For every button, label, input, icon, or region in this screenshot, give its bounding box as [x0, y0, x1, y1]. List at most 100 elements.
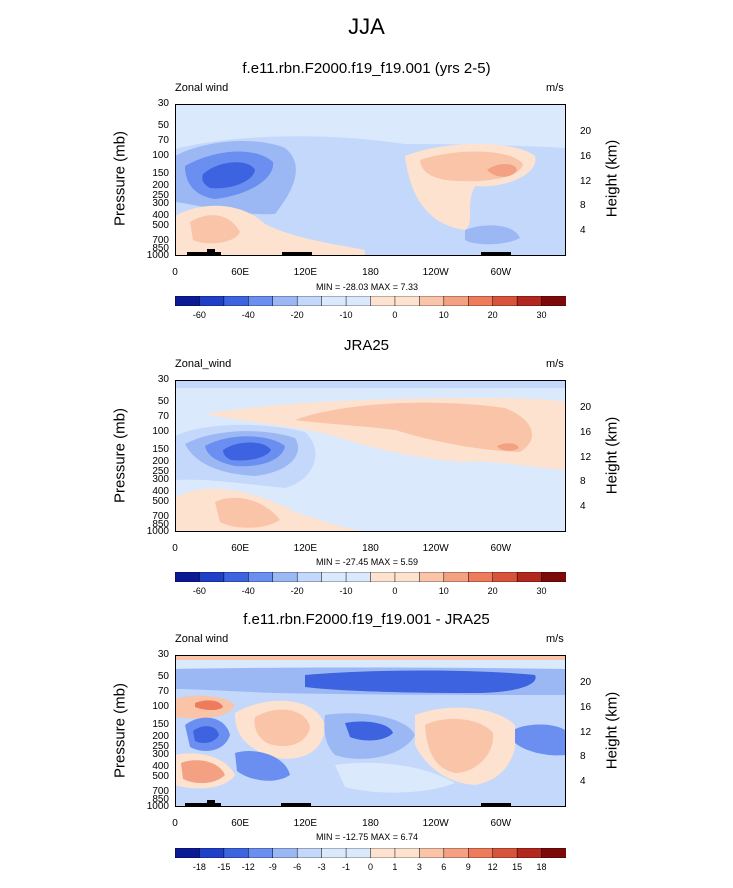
panel-3-xtick-label: 120E — [293, 818, 317, 829]
colorbar-swatch — [492, 296, 518, 306]
panel-2-ytick-pressure-label: 50 — [157, 396, 169, 408]
panel-3-colorbar-label: -18 — [192, 862, 206, 872]
panel-1-colorbar-label: 20 — [487, 310, 498, 320]
panel-3-ytick-pressure-label: 400 — [152, 761, 169, 773]
colorbar-swatch — [468, 296, 494, 306]
panel-1-ytick-height-label: 4 — [580, 225, 586, 237]
colorbar-swatch — [370, 572, 396, 582]
panel-2-ytick-height-label: 4 — [580, 501, 586, 513]
colorbar-swatch — [321, 296, 347, 306]
colorbar-swatch — [248, 848, 274, 858]
colorbar-swatch — [175, 572, 201, 582]
panel-2-ytick-pressure-label: 300 — [152, 473, 169, 485]
panel-3-topography — [281, 803, 311, 807]
colorbar-swatch — [345, 296, 372, 306]
panel-3-anom-pos-mid — [254, 709, 310, 747]
panel-1-ytick-pressure-label: 700 — [152, 234, 169, 246]
panel-3-anom-weak — [335, 762, 455, 793]
panel-3-anom-neg — [235, 751, 290, 781]
panel-3-ytick-pressure-label: 700 — [152, 785, 169, 797]
panel-3-anom-pos-mid — [425, 718, 494, 773]
panel-3-xtick-label: 0 — [172, 818, 178, 829]
panel-1-ytick-pressure-label: 200 — [152, 180, 169, 192]
panel-3-ytick-pressure-label: 1000 — [146, 801, 169, 812]
panel-3-colorbar-label: 0 — [367, 862, 373, 872]
panel-1-xtick-label: 0 — [172, 267, 178, 278]
panel-1-low-westerly-mid — [190, 215, 240, 244]
colorbar-swatch — [248, 296, 274, 306]
panel-2-colorbar-label: 30 — [536, 586, 547, 596]
panel-2-colorbar-label: -10 — [339, 586, 353, 596]
panel-1-ytick-height-label: 20 — [580, 126, 592, 138]
panel-1-ytick-pressure-label: 100 — [152, 150, 169, 162]
panel-3-ytick-pressure-label: 50 — [157, 671, 169, 683]
panel-2-ytick-pressure-label: 700 — [152, 510, 169, 522]
panel-2-jet-core — [223, 442, 271, 461]
panel-3-title: f.e11.rbn.F2000.f19_f19.001 - JRA25 — [243, 611, 490, 628]
panel-3-colorbar-label: -15 — [217, 862, 231, 872]
colorbar-swatch — [321, 848, 347, 858]
colorbar-swatch — [175, 848, 201, 858]
panel-1-ytick-pressure-label: 70 — [157, 134, 169, 146]
panel-1-colorbar-label: -60 — [192, 310, 206, 320]
panel-3-ylabel: Pressure (mb) — [111, 682, 129, 779]
panel-2-xtick-label: 120E — [293, 543, 317, 554]
colorbar-swatch — [394, 848, 421, 858]
figure-title: JJA — [348, 14, 385, 39]
panel-3-xtick-label: 60E — [231, 818, 250, 829]
panel-1-xtick-label: 60E — [231, 267, 250, 278]
panel-2-westerly-core — [497, 443, 519, 451]
panel-3-anom-neg-core — [193, 726, 219, 743]
colorbar-swatch — [296, 296, 323, 306]
panel-1-westerly-core — [487, 164, 517, 177]
colorbar-swatch — [394, 572, 421, 582]
panel-3-colorbar-label: -1 — [342, 862, 351, 872]
panel-3-topography — [481, 803, 511, 807]
colorbar-swatch — [394, 296, 421, 306]
panel-3-anom-neg — [515, 724, 566, 756]
panel-3-top-band — [175, 660, 566, 669]
panel-1-jet-core — [202, 162, 255, 189]
panel-3-anom-neg-core — [345, 721, 393, 741]
panel-1-ytick-pressure-label: 400 — [152, 210, 169, 222]
panel-3-colorbar-label: 12 — [487, 862, 498, 872]
colorbar-swatch — [223, 572, 250, 582]
panel-3-ytick-height-label: 4 — [580, 776, 586, 788]
panel-1-left-label: Zonal wind — [175, 82, 229, 94]
panel-3-colorbar — [175, 848, 566, 858]
colorbar-swatch — [541, 296, 566, 306]
panel-3-ytick-pressure-label: 30 — [157, 649, 169, 660]
panel-1-ytick-pressure-label: 30 — [157, 98, 169, 109]
panel-3-ytick-height-label: 12 — [580, 726, 592, 738]
panel-2-colorbar-label: 20 — [487, 586, 498, 596]
panel-3-ytick-pressure-label: 100 — [152, 701, 169, 713]
panel-3-ytick-pressure-label: 500 — [152, 770, 169, 782]
colorbar-swatch — [541, 572, 566, 582]
panel-2-ytick-pressure-label: 400 — [152, 486, 169, 498]
panel-1-title: f.e11.rbn.F2000.f19_f19.001 (yrs 2-5) — [242, 60, 491, 77]
colorbar-swatch — [443, 296, 469, 306]
colorbar-swatch — [345, 848, 372, 858]
panel-1-colorbar-label: -10 — [339, 310, 353, 320]
panel-2-ytick-pressure-label: 70 — [157, 410, 169, 422]
panel-2-top-easterly — [175, 380, 566, 388]
panel-2-colorbar — [175, 572, 566, 582]
colorbar-swatch — [370, 296, 396, 306]
panel-2-ytick-height-label: 12 — [580, 451, 592, 463]
panel-1-colorbar-label: 10 — [438, 310, 449, 320]
panel-3-colorbar-label: -3 — [317, 862, 326, 872]
panel-3-top-band — [175, 655, 566, 660]
panel-3-left-label: Zonal wind — [175, 633, 229, 645]
colorbar-swatch — [492, 848, 518, 858]
colorbar-swatch — [516, 572, 543, 582]
colorbar-swatch — [345, 572, 372, 582]
panel-3-ylabel-right: Height (km) — [603, 691, 621, 770]
colorbar-swatch — [223, 848, 250, 858]
panel-1-stats: MIN = -28.03 MAX = 7.33 — [316, 282, 419, 292]
panel-3-ytick-height-label: 16 — [580, 701, 592, 713]
colorbar-swatch — [199, 572, 225, 582]
panel-3-colorbar-label: -6 — [293, 862, 302, 872]
panel-1-ytick-pressure-label: 50 — [157, 120, 169, 132]
panel-3-ytick-pressure-label: 250 — [152, 740, 169, 752]
panel-3-xtick-label: 60W — [490, 818, 512, 829]
